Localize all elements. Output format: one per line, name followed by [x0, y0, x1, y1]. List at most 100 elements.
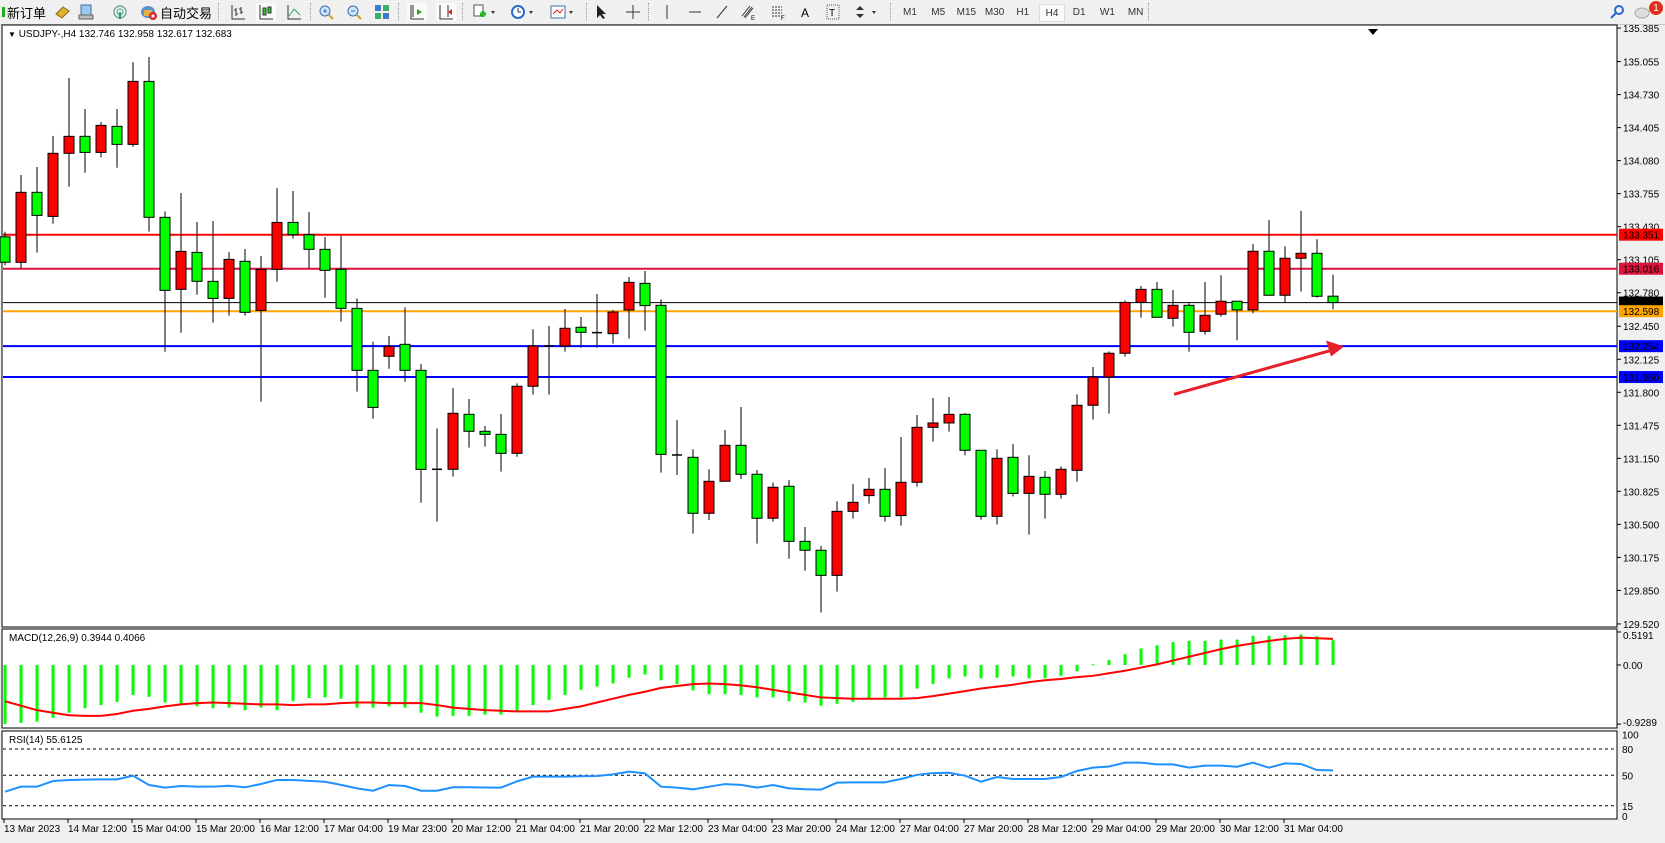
- candle: [47, 136, 59, 224]
- time-axis-label: 16 Mar 12:00: [260, 824, 319, 835]
- candle: [639, 270, 651, 331]
- crosshair-icon[interactable]: [624, 3, 642, 21]
- line-chart-icon[interactable]: [284, 3, 304, 21]
- timeframe-h4[interactable]: H4: [1039, 4, 1065, 22]
- fibonacci-icon[interactable]: F: [769, 3, 787, 21]
- price-tick-label: 130.500: [1623, 520, 1660, 531]
- arrows-icon[interactable]: [852, 3, 882, 21]
- macd-histogram-bar: [1027, 665, 1031, 679]
- search-icon[interactable]: [1608, 3, 1626, 21]
- candle: [559, 308, 571, 352]
- rsi-line: [4, 761, 1334, 793]
- macd-histogram-bar: [771, 665, 775, 698]
- candle-body: [511, 385, 523, 454]
- macd-histogram-bar: [979, 665, 983, 679]
- macd-histogram-bar: [851, 665, 855, 702]
- gold-icon[interactable]: [52, 3, 72, 21]
- macd-histogram-bar: [675, 665, 679, 685]
- cursor-icon[interactable]: [592, 3, 610, 21]
- candle-body: [479, 430, 491, 435]
- macd-tick-label: -0.9289: [1623, 718, 1657, 729]
- macd-histogram-bar: [131, 665, 135, 695]
- candle-body: [15, 191, 27, 263]
- macd-histogram-bar: [1155, 645, 1159, 665]
- timeframe-m5[interactable]: M5: [931, 6, 946, 18]
- macd-histogram-bar: [579, 665, 583, 690]
- candle-body: [335, 268, 347, 309]
- macd-histogram-bar: [1267, 635, 1271, 665]
- candle-body: [367, 369, 379, 408]
- candle-body: [959, 413, 971, 451]
- candle-body: [655, 304, 667, 455]
- zoom-out-icon[interactable]: [344, 3, 364, 21]
- trendline-icon[interactable]: [713, 3, 731, 21]
- tile-windows-icon[interactable]: [372, 3, 392, 21]
- timeframe-mn[interactable]: MN: [1127, 6, 1144, 18]
- auto-trading-button[interactable]: 自动交易: [138, 3, 214, 21]
- macd-panel[interactable]: [1, 628, 1618, 729]
- text-icon[interactable]: A: [797, 3, 815, 21]
- bar-chart-icon[interactable]: [228, 3, 248, 21]
- vertical-line-icon[interactable]: [658, 3, 676, 21]
- time-axis-label: 14 Mar 12:00: [68, 824, 127, 835]
- candlestick-icon[interactable]: [256, 3, 276, 21]
- horizontal-line-icon[interactable]: [686, 3, 704, 21]
- price-tick-label: 129.520: [1623, 620, 1660, 631]
- notification-badge[interactable]: 1: [1649, 1, 1663, 15]
- terminal-icon[interactable]: [76, 3, 96, 21]
- main-chart-panel[interactable]: [1, 24, 1618, 628]
- collapse-triangle-icon[interactable]: ▼: [8, 30, 16, 39]
- candle: [15, 175, 27, 269]
- candle-body: [63, 135, 75, 154]
- price-tick-label: 130.175: [1623, 553, 1660, 564]
- candle-body: [767, 486, 779, 519]
- time-axis-label: 28 Mar 12:00: [1028, 824, 1087, 835]
- candle: [783, 479, 795, 559]
- signals-icon[interactable]: [110, 3, 130, 21]
- auto-scroll-icon[interactable]: [407, 3, 427, 21]
- candle: [1023, 455, 1035, 535]
- candle: [767, 482, 779, 522]
- timeframe-d1[interactable]: D1: [1072, 6, 1086, 18]
- time-axis-label: 21 Mar 20:00: [580, 824, 639, 835]
- candle: [287, 191, 299, 239]
- candle-body: [703, 480, 715, 514]
- templates-icon[interactable]: [468, 3, 500, 21]
- macd-histogram-bar: [1075, 665, 1079, 672]
- price-tick-label: 135.385: [1623, 24, 1660, 35]
- time-axis-label: 21 Mar 04:00: [516, 824, 575, 835]
- candle: [1007, 443, 1019, 497]
- zoom-in-icon[interactable]: [316, 3, 336, 21]
- candle-body: [223, 258, 235, 299]
- chart-shift-icon[interactable]: [436, 3, 456, 21]
- equidistant-channel-icon[interactable]: E: [739, 3, 757, 21]
- rsi-tick-label: 80: [1622, 745, 1634, 756]
- chart-shift-marker[interactable]: [1368, 29, 1378, 35]
- candle: [399, 307, 411, 382]
- candle: [191, 222, 203, 295]
- timeframe-h1[interactable]: H1: [1016, 6, 1030, 18]
- new-order-button[interactable]: 新订单: [2, 3, 46, 21]
- candle-body: [1279, 257, 1291, 296]
- timeframe-m30[interactable]: M30: [984, 6, 1005, 18]
- text-label-icon[interactable]: T: [824, 3, 842, 21]
- timeframe-m1[interactable]: M1: [903, 6, 917, 18]
- candle: [703, 469, 715, 520]
- candle: [527, 329, 539, 395]
- indicators-icon[interactable]: [546, 3, 578, 21]
- macd-histogram-bar: [563, 665, 567, 695]
- periods-icon[interactable]: [506, 3, 538, 21]
- chart-header: ▼ USDJPY-,H4 132.746 132.958 132.617 132…: [8, 29, 232, 40]
- timeframe-w1[interactable]: W1: [1099, 6, 1115, 18]
- macd-histogram-bar: [787, 665, 791, 702]
- macd-histogram-bar: [547, 665, 551, 700]
- macd-histogram-bar: [995, 665, 999, 678]
- timeframe-m15[interactable]: M15: [956, 6, 977, 18]
- candle-body: [607, 311, 619, 335]
- price-line-label: 132.254: [1623, 342, 1660, 353]
- time-axis-label: 19 Mar 23:00: [388, 824, 447, 835]
- macd-histogram-bar: [707, 665, 711, 695]
- candle: [735, 407, 747, 479]
- chat-icon[interactable]: [1632, 3, 1652, 21]
